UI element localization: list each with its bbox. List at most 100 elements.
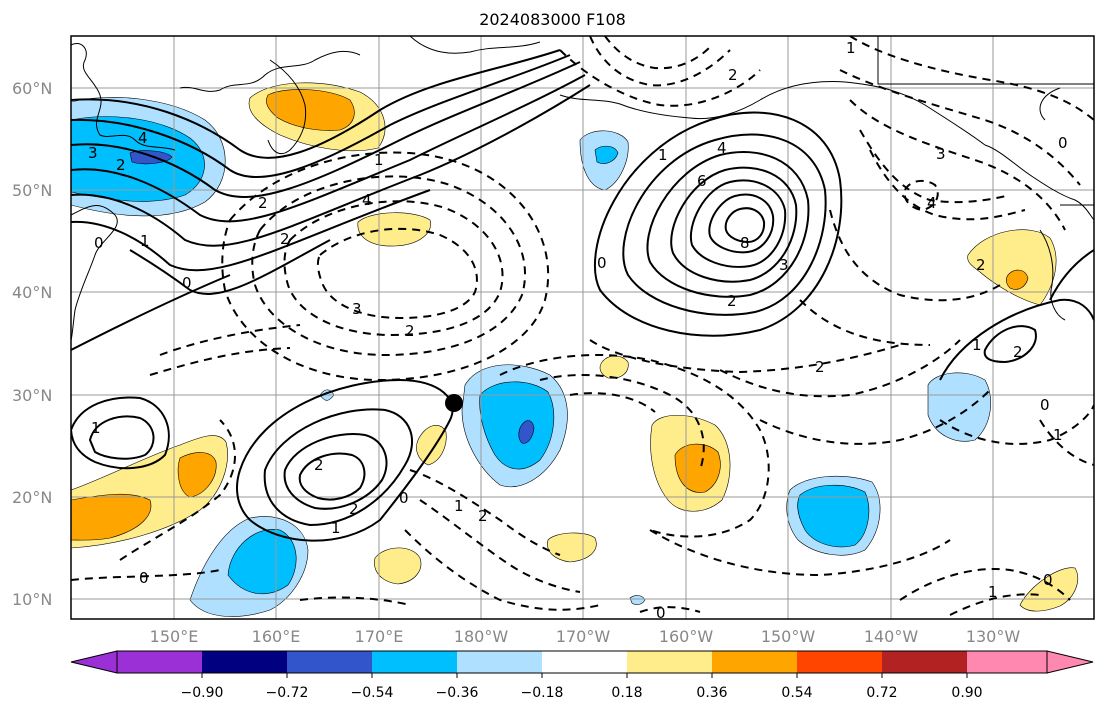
shade-patch-aleutian-cyan	[594, 145, 619, 164]
contour-label: 4	[717, 139, 727, 157]
contour-label: 2	[1013, 343, 1023, 361]
shade-patch-se-yellow	[1019, 567, 1079, 612]
map-title: 2024083000 F108	[479, 10, 626, 29]
contour-label: 1	[91, 419, 101, 437]
contour-label: 2	[116, 156, 126, 174]
shade-patch-west-orange2	[177, 452, 217, 498]
contour-label: 0	[399, 489, 409, 507]
shade-patch-ne-blue	[927, 372, 991, 442]
contour-label: 0	[1058, 134, 1068, 152]
contour-label: 1	[454, 497, 464, 515]
colorbar-tick-label: 0.54	[781, 685, 812, 701]
colorbar-tick-label: −0.54	[351, 685, 394, 701]
contour-label: 1	[972, 336, 982, 354]
colorbar-segment	[542, 651, 627, 673]
contour-label: 1	[988, 583, 998, 601]
lon-label: 160°W	[659, 627, 714, 646]
colorbar-high-extension	[1046, 650, 1094, 674]
contour-label: 3	[936, 145, 946, 163]
shade-patch-tiny-blue	[629, 595, 646, 605]
contour-labels: 4 2 3 1 0 2 4 3 2 0 2 1 4 6 8 3 2 0 1 3 …	[88, 39, 1068, 622]
lon-label: 180°W	[454, 627, 509, 646]
contour-label: 1	[658, 146, 668, 164]
contour-label: 1	[846, 39, 856, 57]
colorbar-segment	[202, 651, 287, 673]
contour-label: 0	[597, 254, 607, 272]
solid-contours	[71, 49, 1094, 542]
contour-label: 4	[362, 191, 372, 209]
contour-label: 8	[740, 234, 750, 252]
storm-center-marker	[445, 394, 463, 412]
contour-label: 2	[258, 194, 268, 212]
colorbar-segment	[287, 651, 372, 673]
colorbar-tick-label: −0.90	[181, 685, 224, 701]
shade-patch-coast-orange	[1005, 269, 1029, 290]
contour-label: 0	[656, 604, 666, 622]
shade-patch-dateline-royal	[518, 420, 535, 444]
contour-label: 4	[927, 194, 937, 212]
lon-label: 130°W	[966, 627, 1021, 646]
colorbar-tick-label: 0.36	[696, 685, 727, 701]
lat-label: 60°N	[12, 79, 52, 98]
contour-label: 6	[697, 172, 707, 190]
contour-label: 2	[976, 256, 986, 274]
shade-patch-dateline-cyan	[479, 381, 555, 470]
colorbar-segment	[712, 651, 797, 673]
lat-label: 10°N	[12, 590, 52, 609]
contour-label: 1	[374, 151, 384, 169]
contour-label: 2	[727, 292, 737, 310]
lon-label: 150°E	[150, 627, 199, 646]
colorbar-tick-label: 0.18	[611, 685, 642, 701]
shade-patch-small-yellow1	[416, 425, 447, 466]
contour-label: 2	[349, 500, 359, 518]
colorbar-low-extension	[70, 650, 118, 674]
contour-label: 2	[815, 358, 825, 376]
shade-patch-sw-cyan	[227, 529, 297, 595]
colorbar-segment	[797, 651, 882, 673]
colorbar-tick-label: 0.72	[866, 685, 897, 701]
contour-label: 2	[405, 322, 415, 340]
dashed-contours	[71, 36, 1094, 616]
colorbar: −0.90 −0.72 −0.54 −0.36 −0.18 0.18 0.36 …	[70, 650, 1094, 701]
shade-patch-midlat-yellow	[357, 212, 431, 247]
shade-patch-coast-yellow	[967, 229, 1057, 306]
lat-label: 50°N	[12, 181, 52, 200]
contour-label: 2	[728, 66, 738, 84]
contour-label: 3	[352, 300, 362, 318]
lon-label: 160°E	[252, 627, 301, 646]
contour-label: 3	[779, 256, 789, 274]
colorbar-segment	[967, 651, 1047, 673]
contour-label: 2	[280, 230, 290, 248]
contour-label: 0	[182, 274, 192, 292]
colorbar-tick-label: −0.36	[436, 685, 479, 701]
colorbar-segment	[627, 651, 712, 673]
shade-patch-west-orange	[71, 493, 152, 541]
colorbar-segment	[457, 651, 542, 673]
contour-label: 4	[138, 129, 148, 147]
colorbar-tick-label: −0.18	[521, 685, 564, 701]
lat-label: 20°N	[12, 488, 52, 507]
lat-label: 30°N	[12, 386, 52, 405]
colorbar-segment	[882, 651, 967, 673]
contour-label: 2	[478, 507, 488, 525]
lon-label: 170°E	[355, 627, 404, 646]
shade-patch-kamchatka-orange	[266, 89, 355, 131]
map-frame	[70, 35, 1095, 620]
contour-label: 0	[1043, 571, 1053, 589]
colorbar-outline	[116, 650, 1048, 674]
colorbar-segment	[372, 651, 457, 673]
contour-label: 1	[1053, 426, 1063, 444]
contour-label: 2	[314, 456, 324, 474]
lon-label: 150°W	[761, 627, 816, 646]
contour-label: 1	[331, 519, 341, 537]
lon-label: 140°W	[864, 627, 919, 646]
contour-label: 3	[88, 144, 98, 162]
colorbar-tick-label: 0.90	[951, 685, 982, 701]
colorbar-ticks	[201, 673, 968, 678]
contour-label: 0	[139, 569, 149, 587]
colorbar-tick-label: −0.72	[266, 685, 309, 701]
map-panel: 4 2 3 1 0 2 4 3 2 0 2 1 4 6 8 3 2 0 1 3 …	[71, 36, 1094, 622]
lon-label: 170°W	[556, 627, 611, 646]
contour-label: 1	[140, 232, 150, 250]
lat-label: 40°N	[12, 283, 52, 302]
